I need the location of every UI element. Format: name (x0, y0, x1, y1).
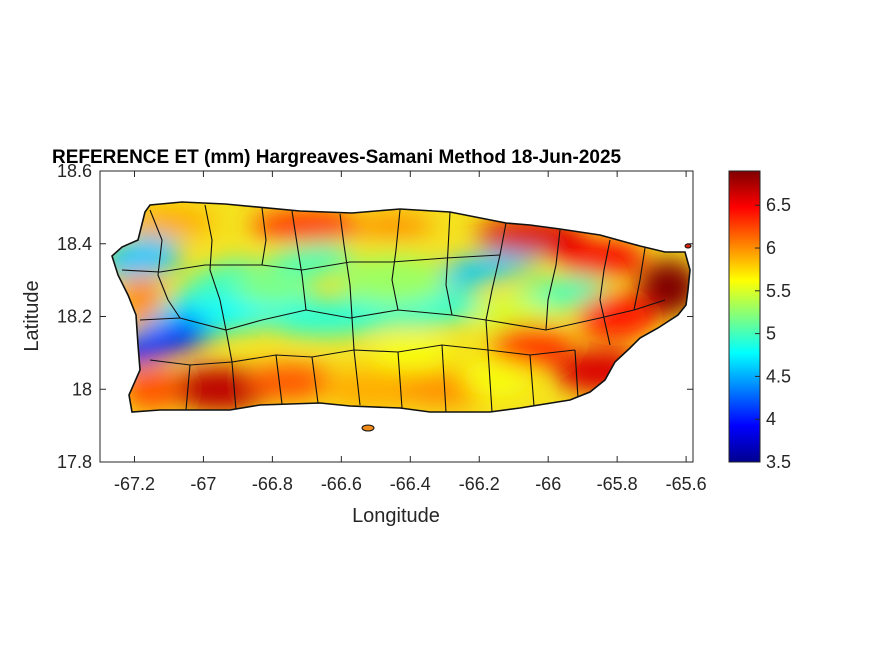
colorbar-tick-label: 6.5 (766, 195, 791, 215)
et-zone (320, 369, 431, 410)
y-tick-label: 18.2 (57, 307, 92, 327)
x-tick-label: -65.6 (666, 474, 707, 494)
et-field (112, 202, 690, 412)
x-tick-label: -67.2 (114, 474, 155, 494)
et-zone (638, 259, 690, 316)
colorbar-tick-label: 4.5 (766, 366, 791, 386)
et-zone (353, 213, 434, 238)
et-zone (244, 363, 335, 400)
colorbar-tick-label: 6 (766, 238, 776, 258)
map-title: REFERENCE ET (mm) Hargreaves-Samani Meth… (52, 147, 622, 168)
x-axis-label: Longitude (352, 505, 440, 527)
y-tick-label: 17.8 (57, 452, 92, 472)
colorbar (728, 170, 761, 463)
x-tick-label: -66.2 (459, 474, 500, 494)
colorbar-tick-label: 5 (766, 324, 776, 344)
colorbar-tick-label: 3.5 (766, 452, 791, 472)
et-zone (123, 205, 214, 238)
y-axis-label: Latitude (21, 280, 43, 351)
et-zone (370, 334, 451, 371)
offshore-islet (361, 424, 375, 432)
x-tick-label: -65.8 (597, 474, 638, 494)
municipality-boundaries (121, 204, 666, 412)
y-tick-label: 18.4 (57, 234, 92, 254)
et-zone (554, 240, 645, 277)
x-tick-label: -67 (190, 474, 216, 494)
x-axis: -67.2 -67 -66.8 -66.6 -66.4 -66.2 -66 -65.8 -65.… (114, 171, 707, 494)
colorbar-tick-label: 4 (766, 409, 776, 429)
y-tick-label: 18 (72, 379, 92, 399)
et-zone (461, 360, 532, 397)
et-zone (182, 259, 259, 301)
x-tick-label: -66.4 (390, 474, 431, 494)
colorbar-tick-label: 5.5 (766, 281, 791, 301)
y-axis: 18.6 18.4 18.2 18 17.8 (57, 161, 693, 472)
x-tick-label: -66.8 (252, 474, 293, 494)
x-tick-label: -66 (535, 474, 561, 494)
colorbar-ticks: 6.5 6 5.5 5 4.5 4 3.5 (755, 195, 791, 472)
et-zone (338, 255, 449, 306)
et-zone (490, 323, 571, 368)
x-tick-label: -66.6 (321, 474, 362, 494)
et-zone (232, 269, 313, 306)
east-islet (684, 243, 692, 249)
et-zone (251, 209, 362, 242)
et-zone (577, 294, 658, 339)
y-tick-label: 18.6 (57, 161, 92, 181)
